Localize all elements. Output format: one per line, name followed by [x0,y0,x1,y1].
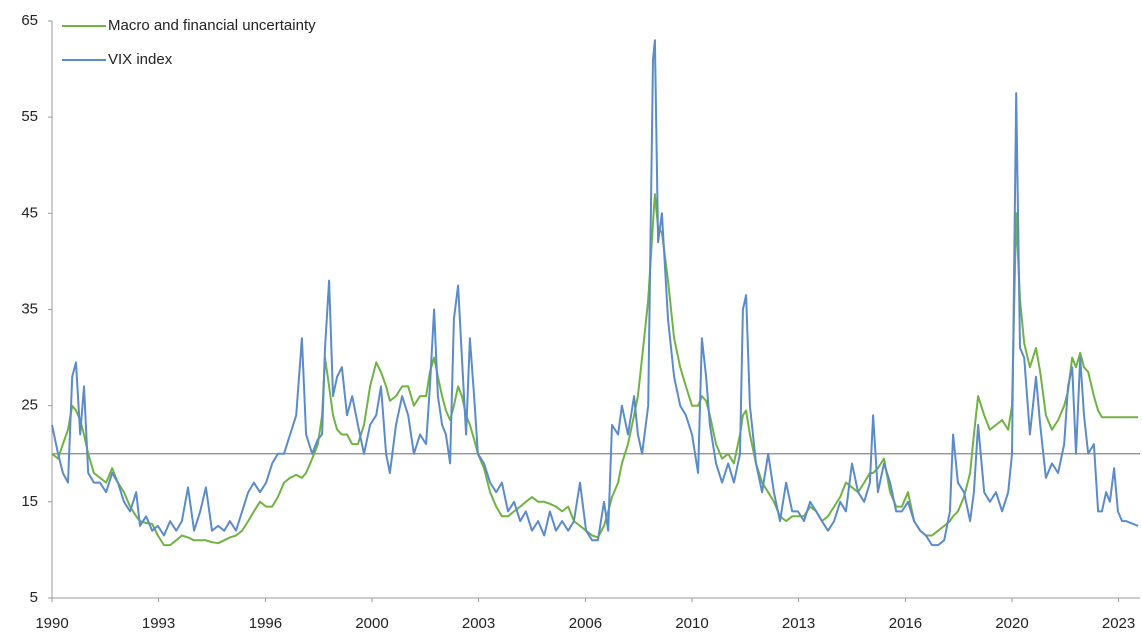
x-tick-label: 1990 [35,615,68,632]
x-tick-label: 2016 [889,615,922,632]
y-tick-label: 45 [21,204,38,221]
series-line [51,39,1139,547]
x-tick-label: 2013 [782,615,815,632]
x-tick-label: 2006 [569,615,602,632]
x-tick-label: 1993 [142,615,175,632]
y-tick-label: 35 [21,300,38,317]
x-tick-label: 2003 [462,615,495,632]
x-tick-label: 2000 [355,615,388,632]
y-tick-label: 25 [21,397,38,414]
x-tick-label: 2010 [675,615,708,632]
legend-label: Macro and financial uncertainty [108,17,316,34]
x-tick-label: 2023 [1102,615,1135,632]
x-tick-label: 1996 [249,615,282,632]
y-tick-label: 55 [21,108,38,125]
x-tick-label: 2020 [995,615,1028,632]
series-line [51,193,1139,547]
legend-label: VIX index [108,51,173,68]
y-tick-label: 5 [30,589,38,606]
y-tick-label: 15 [21,493,38,510]
y-tick-label: 65 [21,12,38,29]
